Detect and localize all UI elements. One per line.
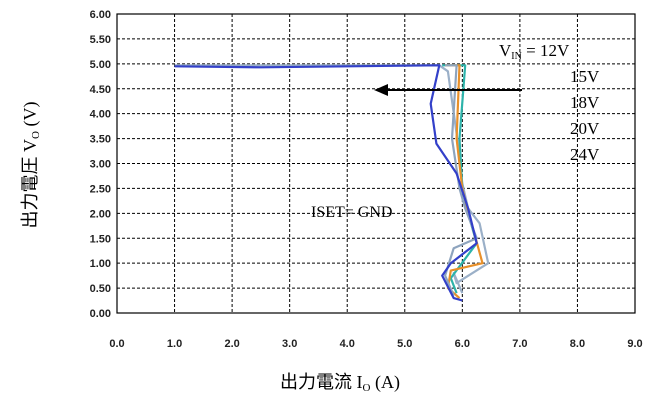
y-tick-label: 5.50: [90, 34, 111, 46]
x-tick-label: 5.0: [397, 338, 412, 350]
plot-frame: [116, 13, 636, 314]
iset-annotation: ISET= GND: [311, 204, 392, 221]
y-axis-title: 出力電圧 VO (V): [20, 102, 42, 229]
series-line-4: [174, 64, 478, 302]
vin-value-15v: 15V: [570, 67, 600, 86]
x-tick-label: 0.0: [109, 338, 124, 350]
x-tick-label: 2.0: [224, 338, 239, 350]
y-tick-label: 2.00: [90, 208, 111, 220]
vin-value-24v: 24V: [570, 145, 600, 164]
x-tick-label: 7.0: [512, 338, 527, 350]
series-group: [174, 64, 490, 302]
annotation-arrow-head: [374, 84, 388, 96]
x-tick-label: 9.0: [627, 338, 642, 350]
y-tick-label: 5.00: [90, 59, 111, 71]
series-line-0: [174, 64, 490, 294]
x-tick-label: 8.0: [570, 338, 585, 350]
y-tick-label: 3.50: [90, 134, 111, 146]
y-tick-label: 3.00: [90, 159, 111, 171]
vin-value-20v: 20V: [570, 119, 600, 138]
x-tick-labels: 0.0 1.0 2.0 3.0 4.0 5.0 6.0 7.0 8.0 9.0: [109, 338, 642, 350]
y-tick-labels: 0.00 0.50 1.00 1.50 2.00 2.50 3.00 3.50 4.00 4.50…: [90, 9, 111, 320]
vin-value-12v: 12V: [540, 41, 570, 60]
x-tick-label: 1.0: [167, 338, 182, 350]
y-tick-label: 1.50: [90, 233, 111, 245]
x-tick-label: 3.0: [282, 338, 297, 350]
y-tick-label: 0.00: [90, 308, 111, 320]
y-tick-label: 6.00: [90, 9, 111, 21]
x-tick-label: 6.0: [455, 338, 470, 350]
x-tick-label: 4.0: [340, 338, 355, 350]
y-tick-label: 2.50: [90, 183, 111, 195]
y-tick-label: 4.50: [90, 84, 111, 96]
y-tick-label: 0.50: [90, 283, 111, 295]
vin-value-18v: 18V: [570, 93, 600, 112]
x-axis-title: 出力電流 IO (A): [280, 372, 400, 394]
vin-label: VIN = 12V: [499, 41, 570, 62]
y-tick-label: 1.00: [90, 258, 111, 270]
y-tick-label: 4.00: [90, 109, 111, 121]
grid: [117, 14, 635, 313]
